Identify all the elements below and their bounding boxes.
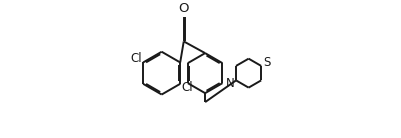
Text: S: S [263, 56, 270, 69]
Text: Cl: Cl [130, 52, 142, 65]
Text: O: O [178, 2, 188, 15]
Text: N: N [225, 77, 234, 90]
Text: Cl: Cl [180, 81, 192, 94]
